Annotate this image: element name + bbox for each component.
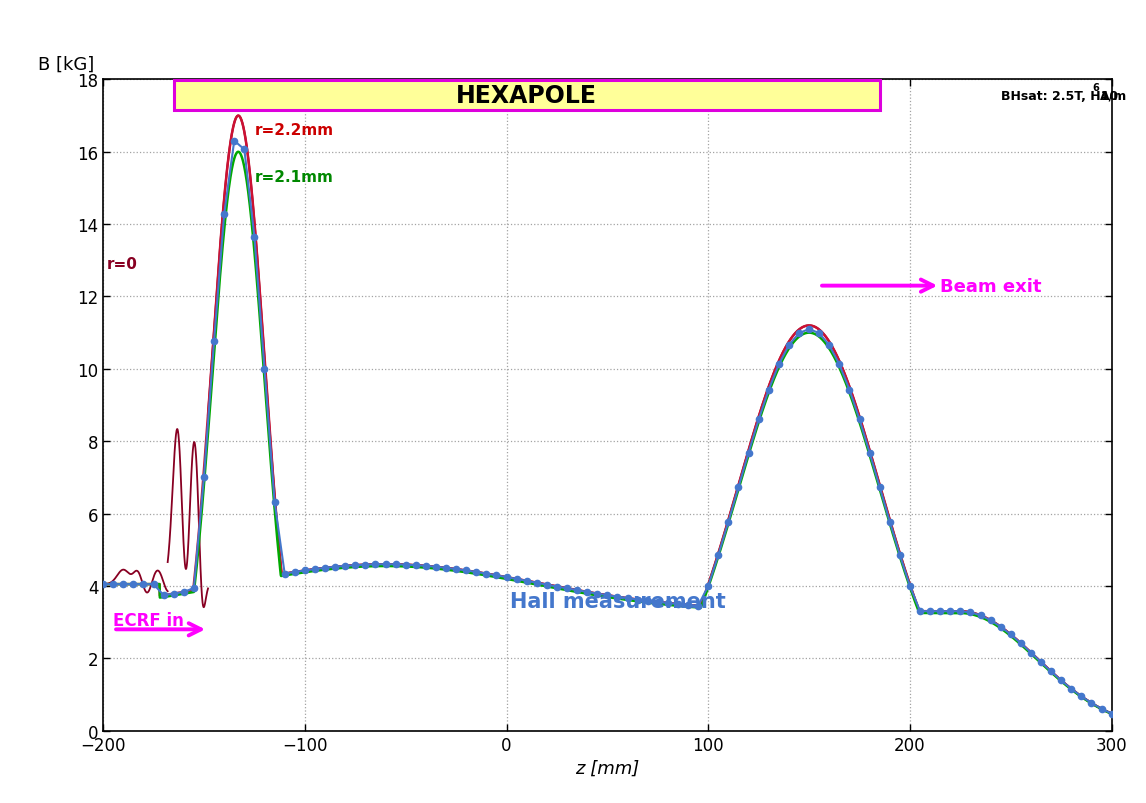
Bar: [174, 81, 880, 111]
Text: r=2.1mm: r=2.1mm: [254, 169, 333, 185]
Text: HEXAPOLE: HEXAPOLE: [456, 84, 597, 108]
Text: B [kG]: B [kG]: [38, 56, 94, 74]
Text: BHsat: 2.5T, H10: BHsat: 2.5T, H10: [1000, 90, 1117, 103]
Text: Hall measurement: Hall measurement: [510, 592, 725, 612]
Text: r=2.2mm: r=2.2mm: [254, 123, 333, 137]
X-axis label: z [mm]: z [mm]: [575, 759, 639, 777]
Text: r=0: r=0: [108, 256, 138, 271]
Text: 6: 6: [1092, 83, 1099, 93]
Text: ECRF in: ECRF in: [113, 612, 185, 630]
Text: Beam exit: Beam exit: [940, 277, 1042, 296]
Text: A/m: A/m: [1099, 90, 1127, 103]
